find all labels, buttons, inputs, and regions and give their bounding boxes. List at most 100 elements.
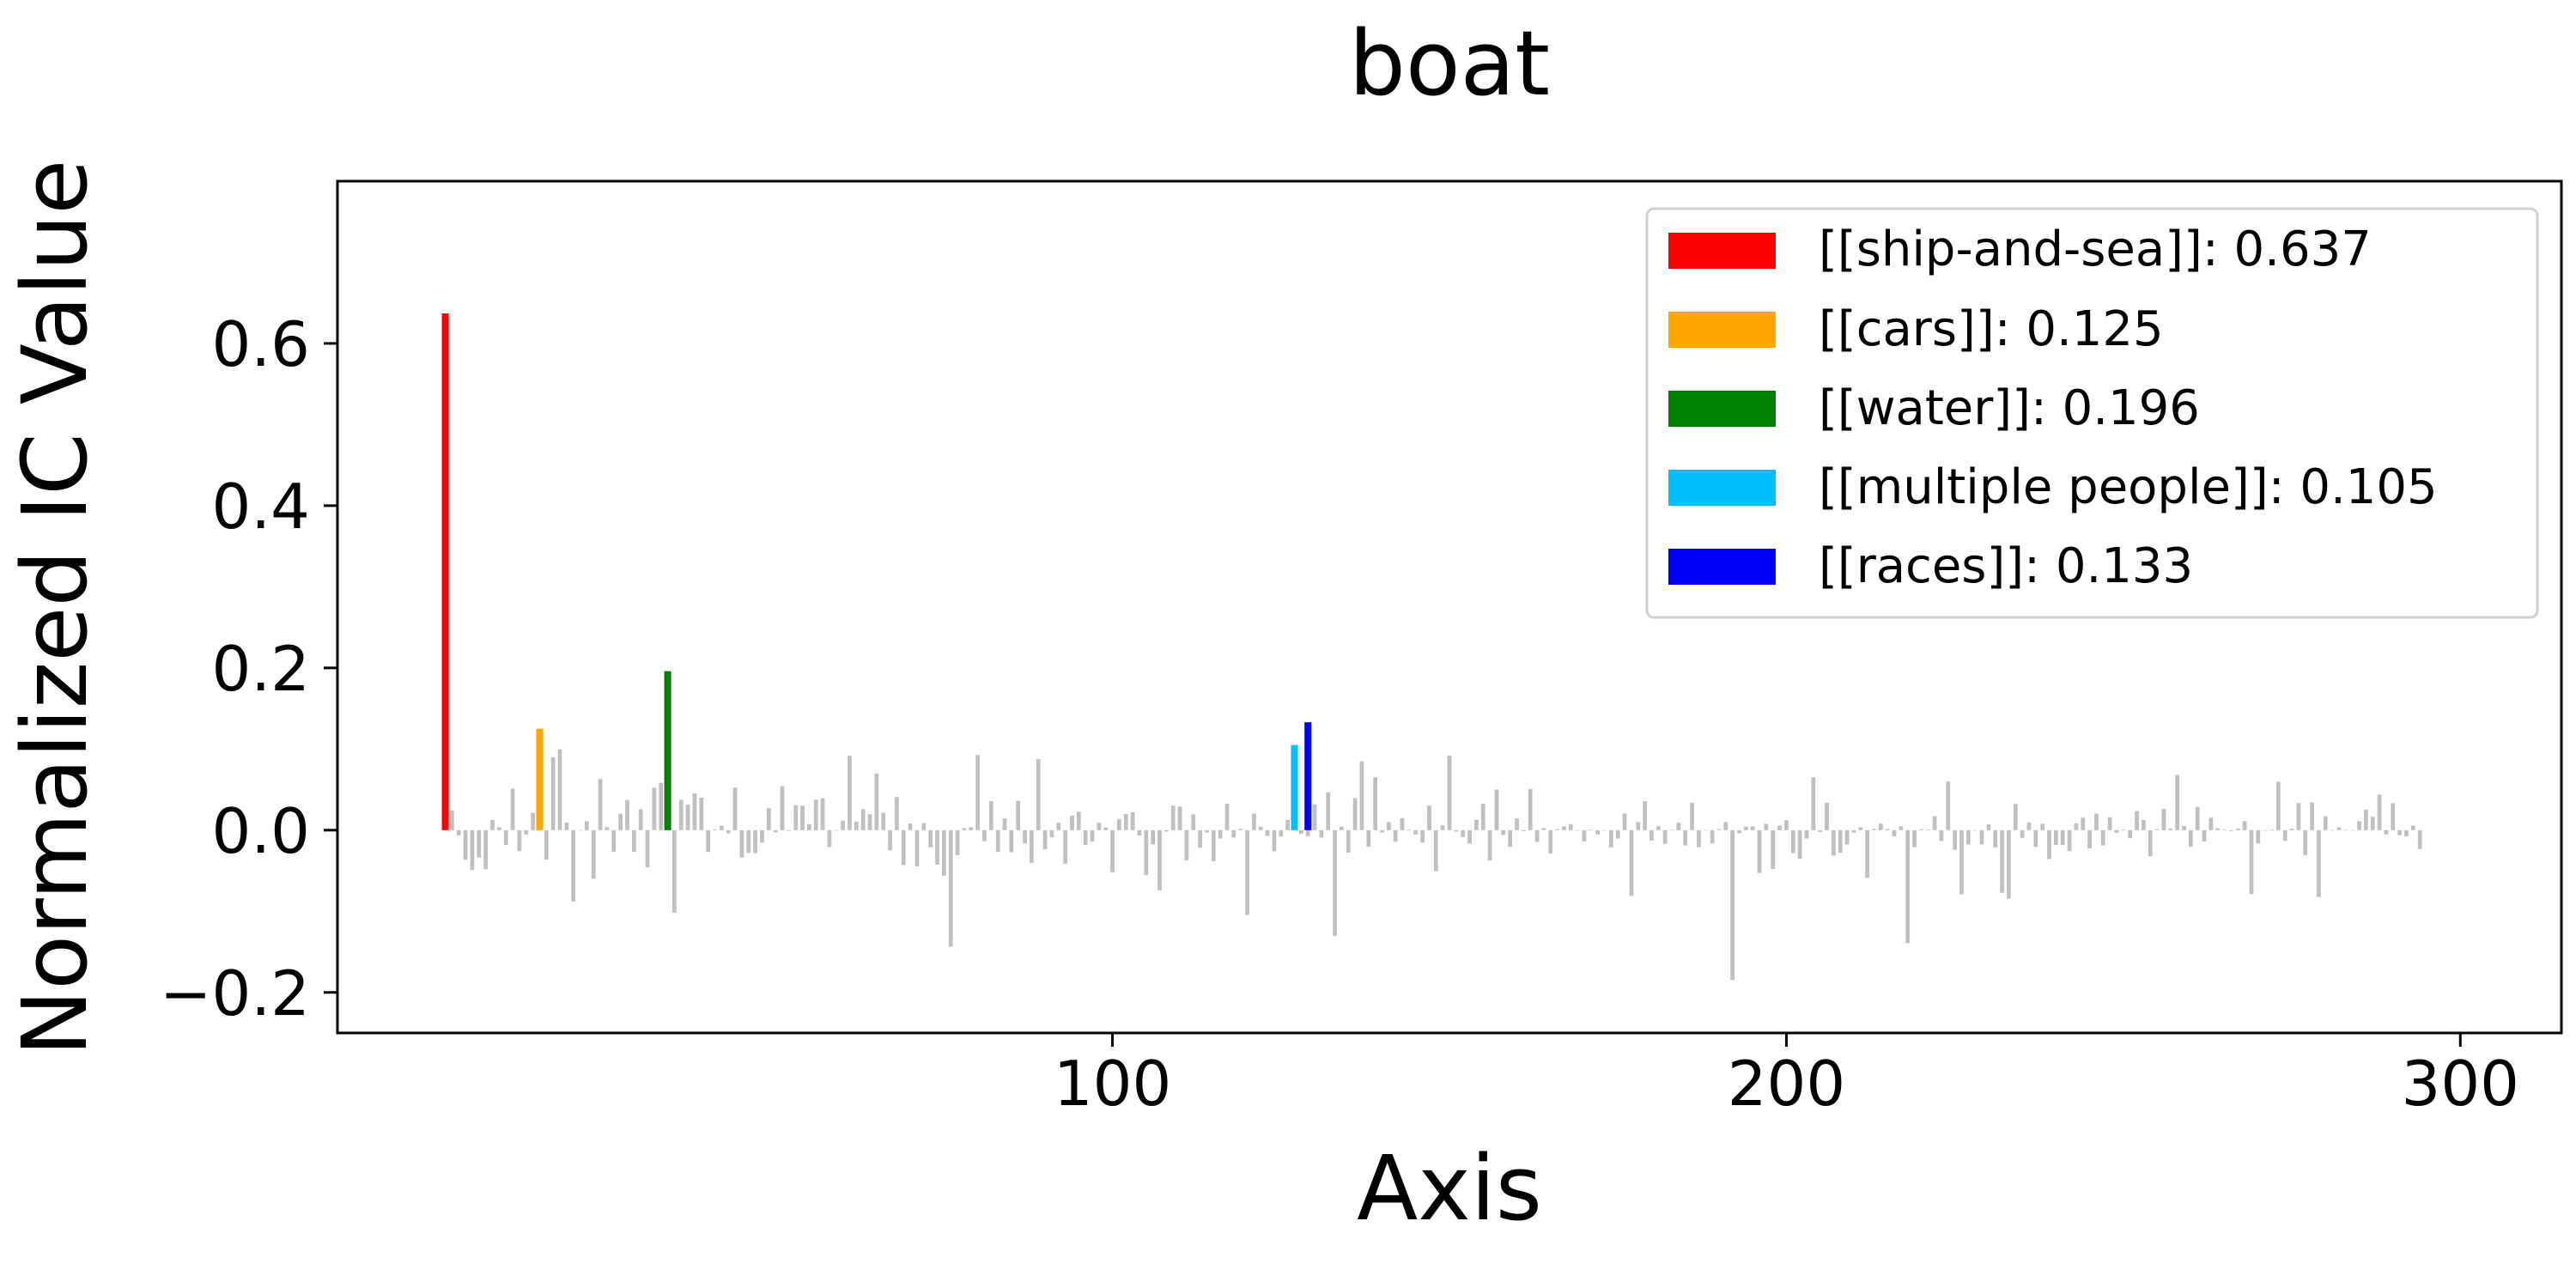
background-bar-26 [611,829,617,852]
background-bar-70 [908,823,913,830]
background-bar-74 [935,829,939,865]
background-bar-18 [557,749,562,830]
background-bar-60 [841,820,845,830]
background-bar-92 [1056,823,1061,830]
background-bar-271 [2263,829,2268,831]
legend-frame [1645,207,2539,619]
background-bar-155 [1480,804,1485,830]
background-bar-24 [598,779,603,830]
background-bar-81 [982,829,987,841]
background-bar-131 [1319,829,1324,838]
background-bar-83 [995,829,1000,852]
background-bar-187 [1697,829,1701,848]
background-bar-86 [1016,800,1021,830]
background-bar-167 [1562,826,1566,830]
background-bar-289 [2384,829,2389,835]
background-bar-250 [2121,829,2126,830]
background-bar-208 [1838,829,1843,853]
background-bar-123 [1265,829,1270,836]
background-bar-230 [1986,824,1991,830]
background-bar-248 [2107,817,2112,830]
x-tick-label-300: 300 [2402,1048,2519,1120]
background-bar-157 [1494,789,1499,830]
legend-label-4: [[multiple people]]: 0.105 [1819,459,2438,515]
background-bar-196 [1757,829,1762,873]
background-bar-80 [975,755,980,830]
background-bar-185 [1683,829,1688,846]
legend-swatch-1 [1668,233,1776,269]
background-bar-29 [631,829,636,853]
background-bar-241 [2060,829,2065,845]
background-bar-21 [578,829,582,831]
background-bar-292 [2404,829,2409,836]
legend-swatch-2 [1668,312,1776,348]
background-bar-179 [1643,801,1647,830]
background-bar-98 [1097,823,1102,830]
plot-frame [336,179,2563,1035]
background-bar-249 [2114,829,2119,833]
background-bar-158 [1501,829,1506,835]
background-bar-142 [1393,829,1398,842]
background-bar-247 [2100,829,2105,846]
background-bar-261 [2195,806,2200,830]
background-bar-82 [988,801,993,830]
background-bar-235 [2020,829,2025,838]
y-tick-label-2: 0.2 [211,633,310,705]
background-bar-198 [1771,829,1776,870]
background-bar-78 [962,828,967,830]
background-bar-44 [732,787,738,830]
background-bar-211 [1858,827,1863,830]
background-bar-184 [1676,823,1681,830]
background-bar-165 [1548,829,1553,854]
highlighted-bar-4 [1291,744,1298,830]
background-bar-124 [1272,829,1277,852]
background-bar-175 [1615,829,1620,839]
background-bar-274 [2282,829,2287,841]
background-bar-227 [1965,829,1971,845]
background-bar-279 [2317,829,2321,897]
background-bar-27 [618,813,623,830]
background-bar-226 [1959,829,1964,895]
background-bar-254 [2148,829,2153,857]
legend-swatch-4 [1668,470,1776,506]
background-bar-103 [1130,811,1135,830]
background-bar-32 [652,787,657,830]
background-bar-258 [2175,775,2179,830]
background-bar-96 [1083,829,1088,845]
background-bar-173 [1602,829,1607,831]
background-bar-47 [753,829,757,854]
background-bar-273 [2276,781,2281,830]
background-bar-170 [1582,829,1587,841]
background-bar-189 [1710,829,1715,844]
legend: [[ship-and-sea]]: 0.637 [[cars]]: 0.125 … [1645,207,2539,619]
background-bar-162 [1528,788,1533,830]
background-bar-152 [1461,829,1466,837]
background-bar-19 [564,822,569,830]
background-bar-42 [720,825,724,830]
background-bar-10 [503,829,508,845]
background-bar-156 [1487,829,1492,861]
background-bar-203 [1804,829,1809,839]
background-bar-284 [2350,829,2355,831]
legend-swatch-3 [1668,391,1776,427]
background-bar-146 [1420,829,1425,843]
highlighted-bar-1 [441,313,449,830]
background-bar-181 [1656,826,1661,830]
highlighted-bar-3 [664,671,671,830]
background-bar-232 [2000,829,2004,893]
background-bar-286 [2364,810,2368,830]
background-bar-263 [2208,817,2214,830]
background-bar-265 [2222,829,2227,830]
background-bar-107 [1157,829,1162,890]
background-bar-116 [1218,829,1223,839]
background-bar-264 [2215,828,2221,830]
background-bar-253 [2142,820,2146,830]
background-bar-148 [1433,829,1438,872]
background-bar-11 [510,788,515,830]
background-bar-135 [1346,829,1351,853]
background-bar-197 [1764,823,1769,830]
background-bar-101 [1117,818,1121,830]
background-bar-136 [1352,798,1358,830]
background-bar-52 [787,829,792,831]
background-bar-212 [1865,829,1869,878]
